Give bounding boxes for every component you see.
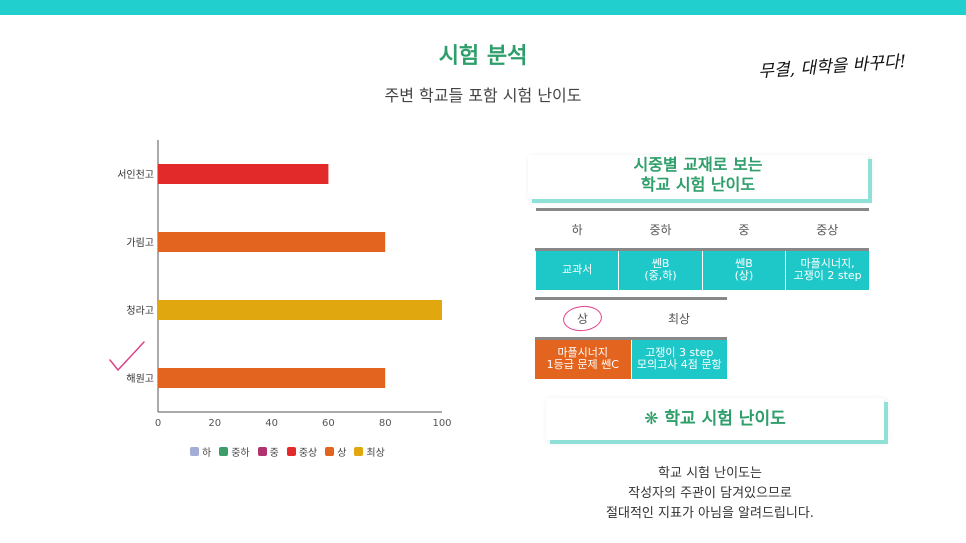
legend-item: 하	[190, 444, 211, 459]
table-header-cell: 하	[535, 208, 619, 251]
x-tick-label: 40	[265, 418, 278, 429]
legend-swatch	[219, 447, 229, 456]
school-difficulty-card: ❋ 학교 시험 난이도	[546, 398, 884, 440]
category-label: 청라고	[126, 305, 154, 317]
legend-swatch	[257, 447, 267, 456]
bar	[158, 164, 329, 184]
table-cell: 마플시너지 1등급 문제 쎈C	[535, 338, 631, 379]
table-cell: 마플시너지, 고쟁이 2 step	[785, 249, 869, 290]
table-header-row: 하 중하 중 중상	[535, 208, 869, 251]
legend-label: 중	[269, 448, 279, 459]
cell-line: 쎈B	[651, 257, 670, 271]
legend-label: 상	[337, 448, 347, 459]
legend-label: 최상	[366, 448, 385, 459]
legend-item: 최상	[354, 444, 385, 459]
textbook-difficulty-card: 시중별 교재로 보는 학교 시험 난이도	[528, 155, 868, 199]
note-line: 작성자의 주관이 담겨있으므로	[628, 486, 792, 501]
checkmark-icon	[109, 341, 145, 372]
bar	[158, 232, 386, 252]
difficulty-table-upper: 상 최상 마플시너지 1등급 문제 쎈C 고쟁이 3 step 모의고사 4점 문항	[535, 297, 727, 379]
card-title-line: 학교 시험 난이도	[640, 175, 756, 194]
cell-line: 1등급 문제 쎈C	[546, 358, 619, 372]
cell-line: 교과서	[562, 263, 593, 277]
category-label: 서인천고	[117, 169, 154, 181]
difficulty-table-lower: 하 중하 중 중상 교과서 쎈B (중,하) 쎈B (상) 마플시너지, 고쟁이 2 …	[534, 208, 869, 290]
legend-item: 중상	[286, 444, 318, 459]
cell-line: 고쟁이 3 step	[645, 346, 714, 360]
cell-line: 쎈B	[735, 257, 753, 271]
x-tick-label: 20	[208, 418, 221, 429]
table-cell: 쎈B (상)	[701, 249, 786, 290]
table-header-cell: 중상	[785, 208, 869, 251]
cell-line: (중,하)	[644, 269, 677, 283]
legend-item: 중하	[219, 444, 250, 459]
table-header-cell: 최상	[631, 297, 727, 340]
top-accent-bar	[0, 0, 966, 15]
x-tick-label: 80	[379, 418, 392, 429]
disclaimer-note: 학교 시험 난이도는 작성자의 주관이 담겨있으므로 절대적인 지표가 아님을 …	[560, 464, 860, 524]
legend-swatch	[325, 447, 335, 456]
chart-legend: 하 중하 중 중상 상 최상	[190, 444, 385, 459]
table-row: 마플시너지 1등급 문제 쎈C 고쟁이 3 step 모의고사 4점 문항	[535, 338, 727, 379]
legend-item: 상	[325, 444, 346, 459]
bar	[158, 300, 442, 320]
cell-line: 모의고사 4점 문항	[636, 358, 722, 372]
table-header-cell: 상	[535, 297, 631, 340]
category-label: 가림고	[126, 237, 154, 249]
circled-level-label: 상	[562, 304, 604, 333]
legend-swatch	[354, 447, 364, 456]
cell-line: 마플시너지	[557, 346, 609, 360]
table-header-cell: 중하	[618, 208, 703, 251]
table-cell: 고쟁이 3 step 모의고사 4점 문항	[630, 338, 727, 379]
x-tick-label: 60	[322, 418, 335, 429]
legend-label: 하	[202, 448, 212, 459]
table-cell: 교과서	[534, 249, 619, 290]
cell-line: 마플시너지,	[800, 257, 855, 271]
legend-label: 중상	[298, 448, 318, 459]
legend-swatch	[286, 447, 296, 456]
page-title: 시험 분석	[438, 44, 528, 69]
table-row: 교과서 쎈B (중,하) 쎈B (상) 마플시너지, 고쟁이 2 step	[534, 249, 869, 290]
note-line: 학교 시험 난이도는	[658, 466, 762, 481]
legend-label: 중하	[231, 448, 250, 459]
legend-item: 중	[257, 444, 279, 459]
legend-swatch	[190, 447, 199, 456]
cell-line: (상)	[734, 269, 754, 283]
table-header-cell: 중	[702, 208, 786, 251]
x-tick-label: 0	[155, 418, 161, 429]
x-tick-label: 100	[432, 418, 451, 429]
table-header-row: 상 최상	[535, 297, 727, 340]
note-line: 절대적인 지표가 아님을 알려드립니다.	[606, 506, 814, 521]
cell-line: 고쟁이 2 step	[793, 269, 862, 283]
page-subtitle: 주변 학교들 포함 시험 난이도	[384, 86, 582, 105]
table-cell: 쎈B (중,하)	[618, 249, 703, 290]
card-title-line: 시중별 교재로 보는	[633, 155, 763, 174]
bar	[158, 368, 386, 388]
category-label: 해원고	[126, 372, 154, 385]
